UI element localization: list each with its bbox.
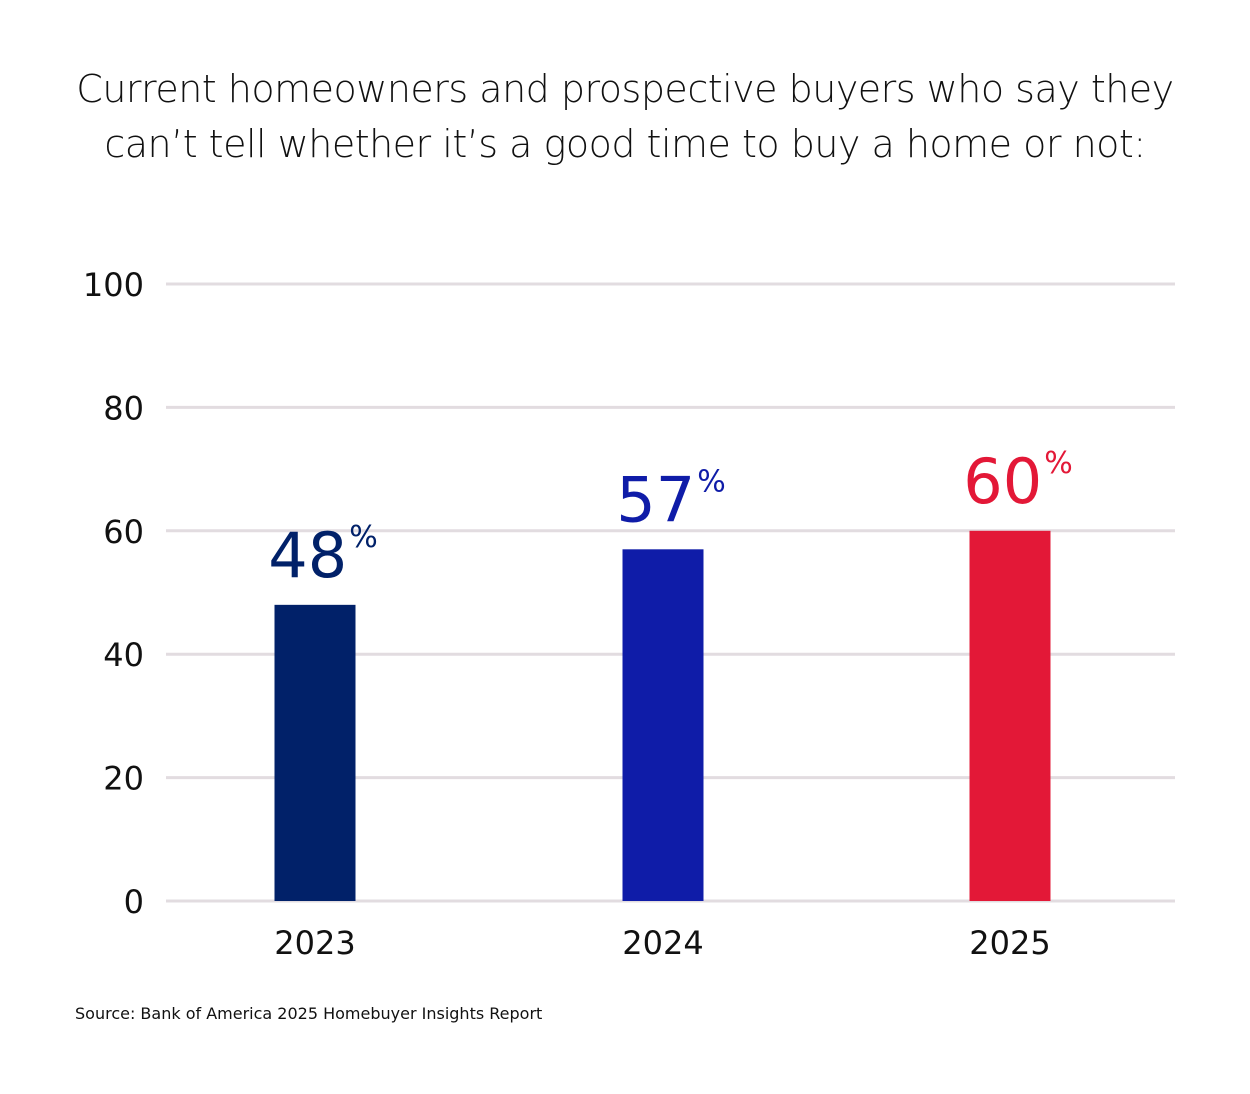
value-label-unit: %	[349, 520, 378, 555]
y-tick-label-100: 100	[83, 266, 144, 304]
y-tick-label-40: 40	[103, 636, 144, 674]
bars	[274, 530, 1051, 901]
value-label-2025: 60%	[963, 445, 1072, 518]
value-label-unit: %	[697, 464, 726, 499]
y-tick-label-0: 0	[124, 883, 144, 921]
bar-2023	[274, 604, 356, 901]
chart-title-line-2: can’t tell whether it’s a good time to b…	[104, 122, 1146, 166]
x-tick-label-2023: 2023	[274, 924, 355, 962]
source-note: Source: Bank of America 2025 Homebuyer I…	[75, 1004, 543, 1023]
value-label-2023: 48%	[268, 519, 377, 592]
bar-2025	[969, 530, 1051, 901]
value-label-number: 60	[963, 445, 1042, 518]
y-axis-ticks: 0 20 40 60 80 100	[83, 266, 144, 921]
x-axis-ticks: 2023 2024 2025	[274, 924, 1050, 962]
bar-2024	[622, 549, 704, 901]
value-labels: 48%57% 60%	[268, 445, 1072, 592]
y-tick-label-80: 80	[103, 389, 144, 427]
y-tick-label-20: 20	[103, 760, 144, 798]
chart-title-line-1: Current homeowners and prospective buyer…	[76, 67, 1174, 111]
value-label-unit: %	[1044, 446, 1073, 481]
y-tick-label-60: 60	[103, 513, 144, 551]
x-tick-label-2024: 2024	[622, 924, 703, 962]
value-label-2024: 57%	[616, 463, 725, 536]
value-label-number: 48	[268, 519, 347, 592]
chart-title: Current homeowners and prospective buyer…	[0, 62, 1250, 172]
x-tick-label-2025: 2025	[969, 924, 1050, 962]
value-label-number: 57	[616, 463, 695, 536]
